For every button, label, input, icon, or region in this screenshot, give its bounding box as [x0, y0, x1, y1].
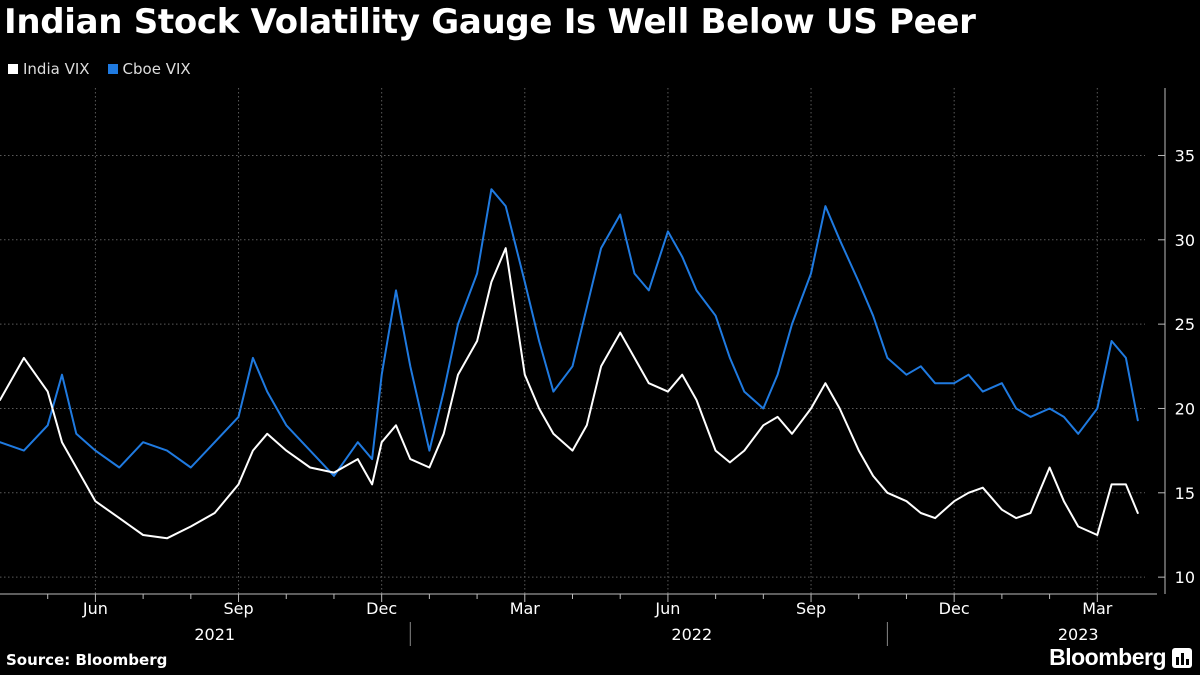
x-year-label: 2022 — [671, 625, 712, 644]
legend-swatch-india-vix — [8, 64, 18, 74]
bloomberg-logo-icon — [1172, 647, 1192, 668]
brand-name: Bloomberg — [1049, 644, 1166, 670]
x-year-label: 2021 — [194, 625, 235, 644]
y-tick-label: 10 — [1175, 568, 1195, 587]
chart-title: Indian Stock Volatility Gauge Is Well Be… — [4, 2, 976, 42]
y-tick-label: 15 — [1175, 484, 1195, 503]
source-note: Source: Bloomberg — [6, 651, 168, 669]
legend-item-cboe-vix: Cboe VIX — [107, 60, 191, 78]
y-tick-label: 25 — [1175, 315, 1195, 334]
x-year-label: 2023 — [1058, 625, 1099, 644]
x-tick-label: Sep — [796, 599, 826, 618]
y-tick-label: 35 — [1175, 146, 1195, 165]
x-tick-label: Dec — [366, 599, 397, 618]
legend-label-cboe-vix: Cboe VIX — [122, 60, 191, 78]
x-tick-label: Dec — [939, 599, 970, 618]
brand-logo: Bloomberg — [1049, 644, 1192, 671]
x-tick-label: Jun — [82, 599, 108, 618]
series-line-cboe-vix — [0, 188, 1139, 477]
series-line-india-vix — [0, 247, 1139, 540]
legend-label-india-vix: India VIX — [23, 60, 90, 78]
y-tick-label: 20 — [1175, 399, 1195, 418]
x-tick-label: Jun — [654, 599, 680, 618]
x-tick-label: Mar — [1082, 599, 1113, 618]
chart-legend: India VIX Cboe VIX — [8, 60, 191, 78]
legend-item-india-vix: India VIX — [8, 60, 90, 78]
x-tick-label: Mar — [510, 599, 541, 618]
legend-swatch-cboe-vix — [107, 64, 118, 74]
y-tick-label: 30 — [1175, 231, 1195, 250]
x-tick-label: Sep — [223, 599, 253, 618]
